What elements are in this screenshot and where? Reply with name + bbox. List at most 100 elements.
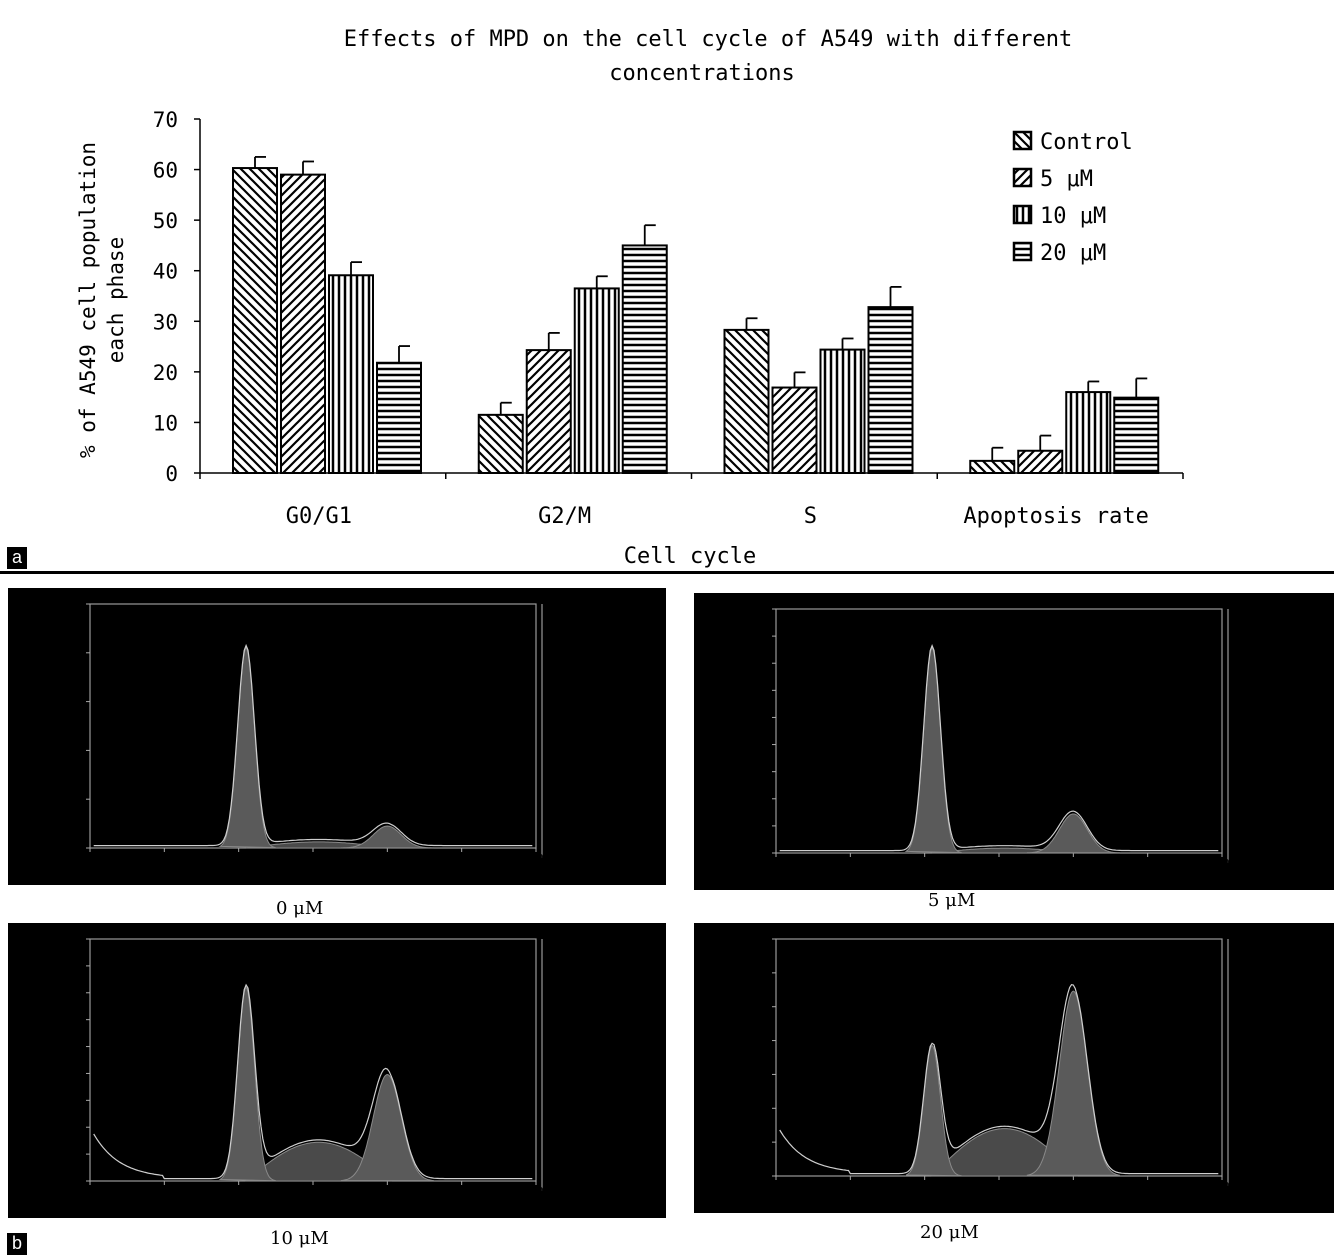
flow-x-tick-label: 0 [774, 858, 779, 867]
legend-label: Control [1040, 130, 1133, 155]
bar [1065, 391, 1112, 475]
legend-label: 10 μM [1040, 204, 1106, 229]
flow-x-tick-label: 80 [920, 858, 930, 867]
flow-y-tick-label: 0 [75, 1177, 80, 1186]
total-fit-curve [779, 643, 1219, 852]
x-tick-label: G2/M [538, 504, 591, 529]
flow-caption-20uM: 20 μM [920, 1222, 979, 1243]
flow-x-tick-label: 120 [306, 1186, 321, 1195]
stats-value: Mean G1= 86 [1234, 978, 1287, 987]
flow-y-tick-label: 160 [752, 1037, 767, 1046]
g2-peak-fill [340, 825, 434, 849]
flow-x-tick-label: 200 [454, 853, 469, 862]
flow-x-tick-label: 240 [529, 853, 544, 862]
flow-x-tick-label: 40 [846, 858, 856, 867]
flow-y-tick-label: 400 [752, 741, 767, 750]
flow-y-tick-label: 200 [66, 1043, 81, 1052]
flow-y-axis-label: Cell Number [24, 676, 42, 774]
stats-value: % G1 = 68.4 [548, 677, 601, 686]
bar [819, 348, 866, 474]
flow-x-axis-label: DNA Content [242, 1195, 383, 1214]
legend-swatch [1012, 167, 1033, 188]
flow-y-axis-label: Cell Number [24, 1010, 42, 1108]
stats-value: % S = 27.1 [548, 1099, 596, 1108]
flow-y-tick-label: 240 [66, 1016, 81, 1025]
flow-x-tick-label: 40 [846, 1181, 856, 1190]
flow-x-tick-label: 200 [1140, 858, 1155, 867]
stats-value: Mean G1= 85 [1234, 650, 1287, 659]
bar [525, 349, 572, 474]
flow-y-tick-label: 280 [752, 935, 767, 944]
g2-peak-fill [340, 1073, 434, 1182]
flow-y-tick-label: 280 [66, 989, 81, 998]
stats-value: Mean G1= 87.9 [548, 980, 611, 989]
stats-value: CV G1 = 5.7 [548, 995, 601, 1004]
legend-swatch [1012, 241, 1033, 262]
y-tick-label: 60 [153, 159, 178, 183]
flow-x-tick-label: 40 [160, 853, 170, 862]
flow-y-tick-label: 400 [66, 746, 81, 755]
stats-value: % S = 23.0 [548, 765, 596, 774]
stats-value: CV G2 = 6 [1234, 1053, 1278, 1062]
histogram-background [8, 588, 666, 885]
bar [477, 413, 524, 475]
chart-bars [232, 156, 1160, 475]
flow-y-tick-label: 0 [761, 849, 766, 858]
flow-x-tick-label: 120 [992, 858, 1007, 867]
chart-legend: Control 5 μM 10 μM 20 μM [1012, 130, 1133, 266]
flow-y-tick-label: 800 [66, 649, 81, 658]
flow-x-tick-label: 40 [160, 1186, 170, 1195]
flow-y-tick-label: 1000 [61, 600, 80, 609]
flow-caption-5uM: 5 μM [928, 890, 976, 911]
flow-y-tick-label: 0 [75, 844, 80, 853]
flow-y-tick-label: 40 [756, 1138, 766, 1147]
stats-value: Mean G2=158 [1234, 710, 1287, 719]
stats-value: % G2 = 48 [1234, 1068, 1278, 1077]
bar [621, 244, 668, 474]
stats-value: % G2 = 21 [1234, 742, 1278, 751]
flow-y-tick-label: 600 [66, 698, 81, 707]
flow-histogram-0uM: CELL CYCLE DATA Mean G1= 84.5 CV G1 = 4.3 % … [8, 588, 666, 885]
stats-value: G2/G1 =1.8 [1234, 798, 1282, 807]
flow-y-tick-label: 900 [752, 605, 767, 614]
stats-header: CELL CYCLE [1286, 598, 1334, 608]
flow-y-tick-label: 200 [66, 795, 81, 804]
stats-header-data: DATA [618, 609, 640, 619]
legend-label: 20 μM [1040, 241, 1106, 266]
bar [573, 287, 620, 474]
flow-y-tick-label: 120 [752, 1070, 767, 1079]
stats-header: CELL CYCLE [600, 593, 654, 603]
flow-x-axis-label: DNA Content [928, 867, 1069, 886]
y-tick-label: 20 [153, 361, 178, 385]
flow-x-tick-label: 160 [380, 1186, 395, 1195]
flow-caption-0uM: 0 μM [276, 898, 324, 919]
bar-chart: Effects of MPD on the cell cycle of A549… [76, 27, 1184, 569]
y-axis-label-line2: each phase [104, 237, 128, 363]
x-axis-label: Cell cycle [624, 544, 756, 569]
flow-x-tick-label: 240 [1215, 858, 1230, 867]
flow-y-tick-label: 120 [66, 1096, 81, 1105]
flow-histogram-5uM: CELL CYCLE DATA Mean G1= 85 CV G1 = 4 % G1 =… [694, 593, 1334, 890]
flow-x-tick-label: 80 [234, 1186, 244, 1195]
flow-y-axis-label: Cell Number [710, 681, 728, 779]
flow-x-tick-label: 160 [1066, 858, 1081, 867]
flow-x-tick-label: 0 [774, 1181, 779, 1190]
stats-value: G2/G1 =1.885 [548, 793, 606, 802]
flow-x-tick-label: 240 [1215, 1181, 1230, 1190]
stats-value: Chi Sq.= 2.1 [548, 848, 606, 858]
flow-y-tick-label: 80 [756, 1104, 766, 1113]
chart-title-line1: Effects of MPD on the cell cycle of A549… [344, 27, 1072, 52]
flow-y-tick-label: 0 [761, 1172, 766, 1181]
stats-value: % G1 = 18 [1234, 1010, 1278, 1019]
flow-y-tick-label: 160 [66, 1069, 81, 1078]
flow-x-tick-label: 160 [380, 853, 395, 862]
legend-swatch [1012, 204, 1033, 225]
y-tick-label: 40 [153, 260, 178, 284]
stats-value: Mean G2=163.4 [548, 1039, 611, 1048]
stats-value: Mean G1= 84.5 [548, 645, 611, 654]
y-tick-label: 70 [153, 108, 178, 132]
g2-peak-fill [1026, 813, 1120, 854]
stats-value: % G1 = 37.6 [548, 1011, 601, 1020]
flow-histogram-20uM: CELL CYCLE DATA Mean G1= 86 CV G1 = 5 % G1 =… [694, 923, 1334, 1213]
stats-value: Mean G2=161 [1234, 1037, 1287, 1046]
